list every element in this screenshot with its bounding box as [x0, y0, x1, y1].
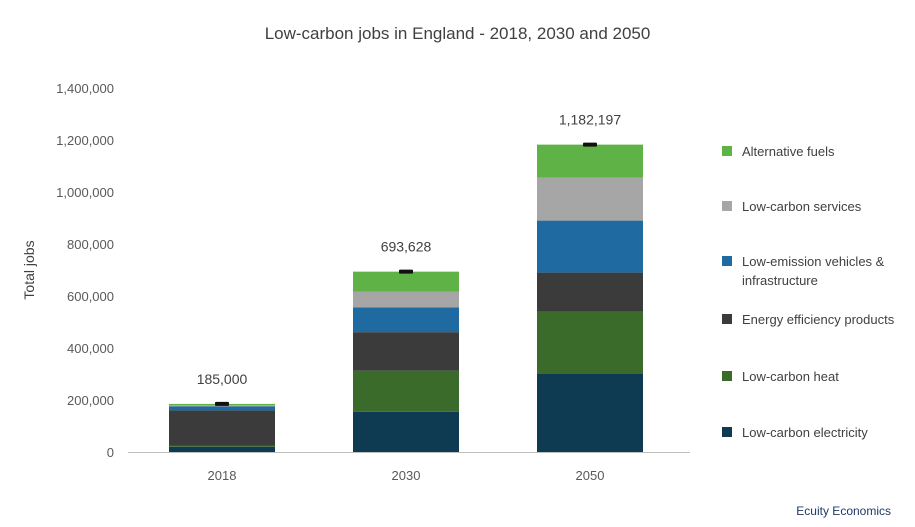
source-note: Ecuity Economics	[796, 504, 891, 518]
legend-label: Low-carbon heat	[742, 369, 839, 384]
y-tick-label: 800,000	[67, 237, 114, 252]
total-marker-2050	[583, 142, 597, 147]
bar-energy-efficiency-products-2050	[537, 272, 643, 312]
legend-item: Energy efficiency products	[722, 310, 914, 329]
bar-alternative-fuels-2030	[353, 271, 459, 292]
legend-label: Low-emission vehicles & infrastructure	[742, 254, 885, 288]
bar-low-emission-vehicles-infrastructure-2030	[353, 307, 459, 333]
legend-label: Low-carbon services	[742, 199, 862, 214]
y-tick-label: 0	[107, 445, 114, 460]
bar-energy-efficiency-products-2030	[353, 332, 459, 371]
legend-swatch	[722, 427, 732, 437]
bar-low-emission-vehicles-infrastructure-2018	[169, 406, 275, 411]
legend-item: Alternative fuels	[722, 142, 914, 161]
bar-low-carbon-electricity-2050	[537, 374, 643, 452]
total-label-2050: 1,182,197	[559, 112, 621, 128]
legend-item: Low-carbon services	[722, 197, 914, 216]
legend-label: Low-carbon electricity	[742, 425, 868, 440]
bar-low-carbon-electricity-2030	[353, 411, 459, 452]
x-tick-label-2018: 2018	[208, 468, 237, 483]
bar-low-carbon-services-2030	[353, 291, 459, 308]
bar-alternative-fuels-2050	[537, 144, 643, 178]
bar-low-carbon-heat-2018	[169, 445, 275, 447]
legend-label: Alternative fuels	[742, 144, 835, 159]
y-tick-label: 200,000	[67, 393, 114, 408]
chart-axes: 0 200,000 400,000 600,000 800,000 1,000,000 1,…	[21, 81, 690, 483]
legend-item: Low-emission vehicles & infrastructure	[722, 252, 914, 290]
y-tick-label: 1,400,000	[56, 81, 114, 96]
bar-low-carbon-services-2050	[537, 177, 643, 221]
legend-swatch	[722, 146, 732, 156]
y-axis-title: Total jobs	[21, 240, 37, 299]
y-tick-label: 1,200,000	[56, 133, 114, 148]
bar-low-carbon-heat-2030	[353, 370, 459, 412]
legend-item: Low-carbon heat	[722, 367, 914, 386]
legend-swatch	[722, 314, 732, 324]
legend-swatch	[722, 371, 732, 381]
total-marker-2018	[215, 401, 229, 406]
chart-labels: 185,000 693,628 1,182,197	[197, 112, 621, 406]
y-tick-label: 600,000	[67, 289, 114, 304]
bar-low-carbon-electricity-2018	[169, 446, 275, 452]
chart-title: Low-carbon jobs in England - 2018, 2030 …	[264, 24, 651, 43]
legend-label: Energy efficiency products	[742, 312, 895, 327]
chart-bars	[169, 144, 643, 452]
bar-low-emission-vehicles-infrastructure-2050	[537, 220, 643, 273]
x-tick-label-2030: 2030	[392, 468, 421, 483]
total-marker-2030	[399, 269, 413, 274]
total-label-2030: 693,628	[381, 239, 432, 255]
x-tick-label-2050: 2050	[576, 468, 605, 483]
y-tick-label: 1,000,000	[56, 185, 114, 200]
bar-low-carbon-heat-2050	[537, 311, 643, 374]
bar-energy-efficiency-products-2018	[169, 410, 275, 446]
legend-swatch	[722, 256, 732, 266]
y-tick-label: 400,000	[67, 341, 114, 356]
legend-item: Low-carbon electricity	[722, 423, 914, 442]
total-label-2018: 185,000	[197, 371, 248, 387]
legend-swatch	[722, 201, 732, 211]
